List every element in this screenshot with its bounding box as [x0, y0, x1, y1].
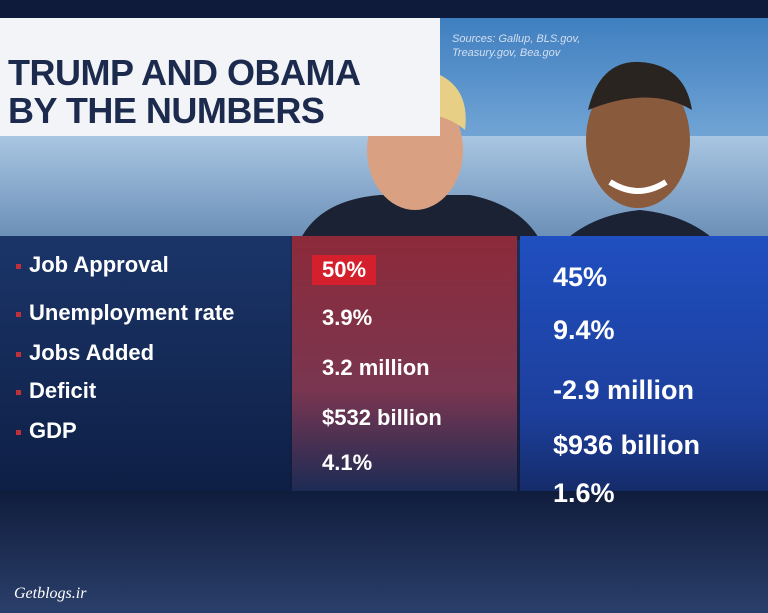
title-line: BY THE NUMBERS: [8, 90, 325, 131]
watermark: Getblogs.ir: [14, 585, 87, 602]
obama-value: $936 billion: [553, 430, 701, 460]
trump-suit: [300, 195, 540, 240]
trump-value: 3.2 million: [322, 355, 430, 380]
obama-value: 9.4%: [553, 315, 615, 345]
title-line: TRUMP AND OBAMA: [8, 52, 361, 93]
trump-value: 3.9%: [322, 305, 373, 330]
obama-value: 45%: [553, 262, 608, 292]
obama-smile: [608, 179, 668, 194]
sources: Treasury.gov, Bea.gov: [452, 47, 561, 59]
sources: Sources: Gallup, BLS.gov,: [452, 33, 581, 45]
obama-value: 1.6%: [553, 478, 615, 508]
obama-column: [520, 236, 768, 491]
row-label: Jobs Added: [16, 340, 154, 366]
row-label: Job Approval: [16, 252, 169, 278]
obama-value: -2.9 million: [553, 375, 695, 405]
row-label: Unemployment rate: [16, 300, 234, 326]
obama-hair: [588, 61, 692, 110]
trump-value: $532 billion: [322, 405, 442, 430]
obama-face: [586, 72, 690, 208]
row-label: GDP: [16, 418, 77, 444]
title-box: [0, 18, 440, 136]
trump-value: 50%: [312, 255, 377, 285]
trump-value: 4.1%: [322, 450, 373, 475]
row-label: Deficit: [16, 378, 96, 404]
